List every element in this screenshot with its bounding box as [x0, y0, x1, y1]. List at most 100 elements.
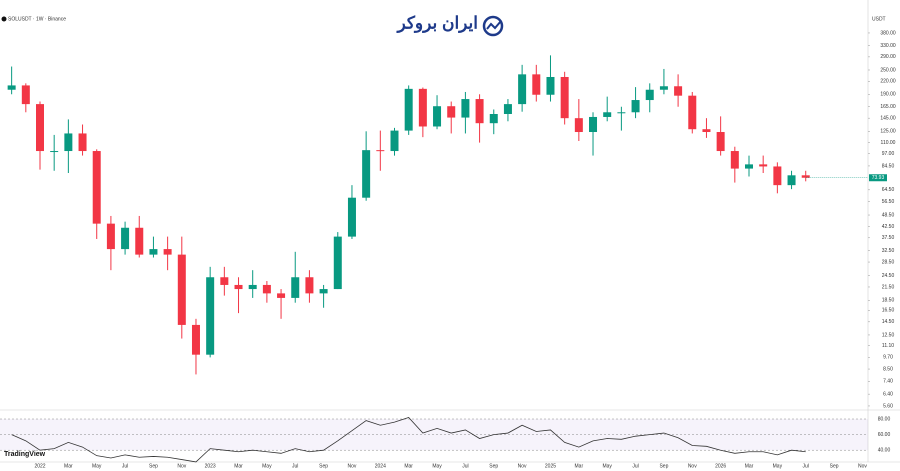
y-tick-label: 18.50 [882, 298, 895, 304]
y-tick-label: 21.50 [882, 284, 895, 290]
y-tick-label: 24.50 [882, 273, 895, 279]
x-tick-label: May [92, 463, 102, 469]
candle-body [92, 151, 101, 224]
candle-body [475, 99, 484, 124]
x-tick-label: Sep [830, 463, 839, 469]
y-tick-label: 6.40 [883, 391, 893, 397]
candle-body [106, 223, 115, 250]
logo: ایران بروکر [395, 13, 504, 37]
candle-body [390, 130, 399, 152]
x-tick-label: Mar [64, 463, 73, 469]
symbol-icon [1, 16, 7, 22]
x-tick-label: Sep [659, 463, 668, 469]
candle-body [787, 175, 796, 186]
candle-body [645, 89, 654, 101]
x-tick-label: Nov [688, 463, 697, 469]
y-tick-label: 5.60 [883, 403, 893, 409]
x-tick-label: Sep [149, 463, 158, 469]
x-tick-label: May [432, 463, 442, 469]
x-tick-label: Mar [745, 463, 754, 469]
candle-body [50, 151, 59, 153]
y-tick-label: 11.10 [882, 343, 894, 349]
candle-body [277, 293, 286, 298]
y-tick-label: 165.00 [880, 104, 896, 110]
rsi-tick-label: 60.00 [878, 432, 891, 438]
candle-body [149, 249, 158, 255]
candle-body [220, 277, 229, 285]
x-tick-label: May [262, 463, 272, 469]
candle-body [730, 151, 739, 169]
candle-body [489, 114, 498, 124]
candle-body [773, 166, 782, 186]
candle-body [589, 116, 598, 133]
y-tick-label: 125.00 [880, 129, 896, 135]
brand: TradingView [4, 451, 46, 458]
candle-body [433, 106, 442, 127]
candle-body [418, 88, 427, 127]
y-tick-label: 380.00 [880, 30, 896, 36]
candle-body [674, 86, 683, 96]
y-tick-label: 97.00 [882, 151, 895, 157]
candle-body [560, 76, 569, 119]
x-tick-label: Jul [803, 463, 809, 469]
candle-body [447, 106, 456, 118]
candle-body [603, 112, 612, 117]
x-tick-label: Mar [234, 463, 243, 469]
currency: USDT [872, 16, 886, 22]
candle-body [291, 277, 300, 298]
y-tick-label: 330.00 [880, 43, 896, 49]
candle-body [546, 76, 555, 95]
candle-body [36, 104, 44, 152]
candle-body [518, 74, 527, 105]
candle-body [801, 175, 810, 178]
logo-text: ایران بروکر [395, 13, 478, 33]
logo-icon [482, 15, 504, 37]
x-tick-label: Jul [122, 463, 128, 469]
y-tick-label: 42.50 [882, 224, 895, 230]
logo-icon [486, 20, 502, 30]
candle-body [191, 324, 200, 355]
candle-body [631, 100, 640, 113]
x-tick-label: Nov [518, 463, 527, 469]
y-tick-label: 64.50 [882, 187, 895, 193]
x-tick-label: Mar [404, 463, 413, 469]
y-tick-label: 190.00 [880, 92, 896, 98]
y-tick-label: 56.50 [882, 199, 895, 205]
candle-body [177, 254, 186, 325]
x-tick-label: Nov [348, 463, 357, 469]
candle-body [617, 112, 626, 114]
rsi-tick-label: 80.00 [878, 416, 891, 422]
y-tick-label: 37.50 [882, 235, 895, 241]
last-price-tag [869, 174, 887, 182]
candle-body [532, 74, 541, 95]
x-tick-label: Jul [462, 463, 468, 469]
candle-body [319, 289, 328, 294]
rsi-tick-label: 40.00 [878, 448, 891, 454]
y-tick-label: 48.50 [882, 212, 895, 218]
y-tick-label: 9.70 [883, 355, 893, 361]
candle-body [759, 164, 768, 167]
last-price-label: 73.93 [872, 175, 885, 181]
y-tick-label: 16.50 [882, 308, 895, 314]
x-tick-label: 2025 [545, 463, 556, 469]
x-tick-label: Sep [319, 463, 328, 469]
candle-body [305, 277, 314, 294]
x-tick-label: Mar [575, 463, 584, 469]
candle-body [376, 150, 385, 152]
x-tick-label: Jul [292, 463, 298, 469]
y-tick-label: 250.00 [880, 67, 896, 73]
y-tick-label: 220.00 [880, 79, 896, 85]
x-tick-label: 2022 [34, 463, 45, 469]
candle-body [347, 197, 356, 237]
candle-body [574, 118, 583, 133]
y-tick-label: 110.00 [881, 140, 896, 146]
x-tick-label: 2023 [205, 463, 216, 469]
y-tick-label: 28.50 [882, 259, 895, 265]
candle-body [206, 277, 215, 355]
y-tick-label: 84.50 [882, 163, 895, 169]
y-tick-label: 290.00 [880, 54, 896, 60]
x-tick-label: Nov [177, 463, 186, 469]
y-tick-label: 7.40 [883, 379, 893, 385]
